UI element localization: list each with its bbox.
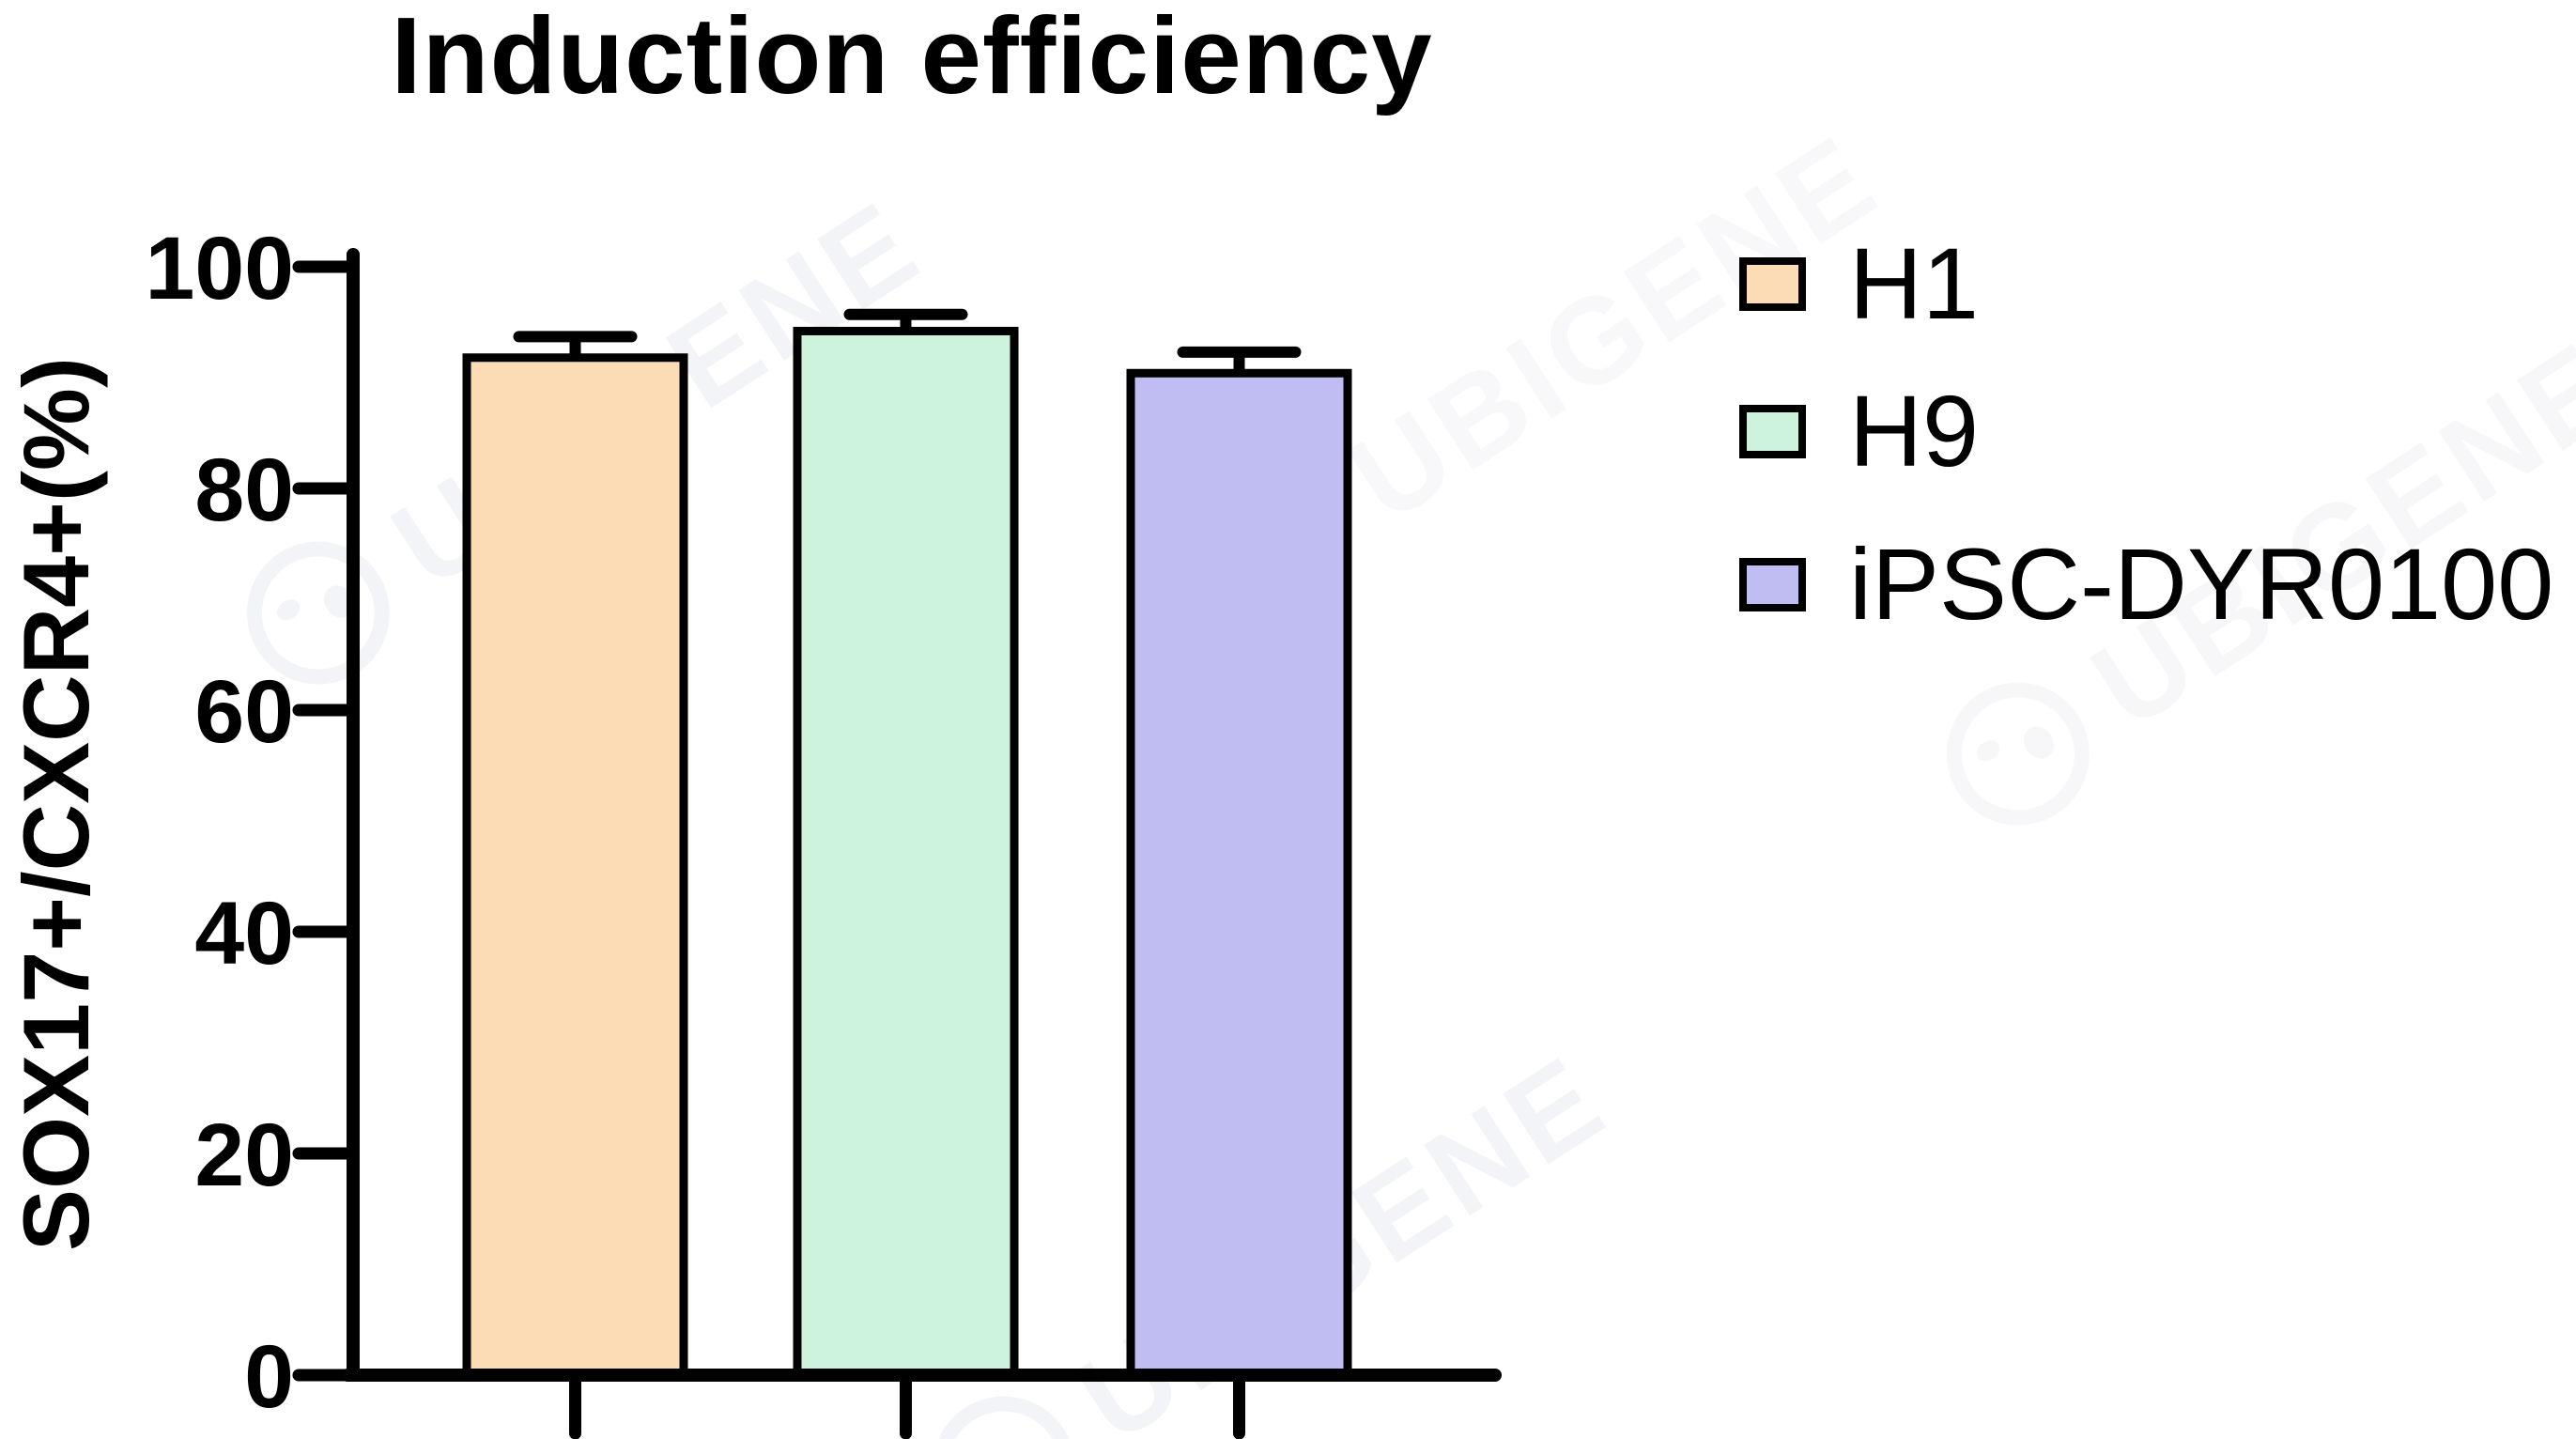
- y-tick-label-60: 60: [194, 662, 294, 762]
- legend-swatch-ipsc-dyr0100: [1739, 557, 1806, 611]
- y-tick-label-20: 20: [194, 1106, 294, 1205]
- legend-swatch-h1: [1739, 256, 1806, 311]
- legend-label-h1: H1: [1849, 226, 1980, 340]
- bar-iPSC-DYR0100: [1126, 368, 1352, 1380]
- y-tick-label-0: 0: [244, 1327, 294, 1427]
- legend-label-ipsc-dyr0100: iPSC-DYR0100: [1849, 527, 2554, 641]
- legend-label-h9: H9: [1849, 374, 1980, 487]
- bar-H1: [462, 353, 688, 1380]
- legend-item-ipsc-dyr0100: iPSC-DYR0100: [1739, 529, 2553, 640]
- legend-item-h9: H9: [1739, 376, 1979, 487]
- legend-swatch-h9: [1739, 404, 1806, 458]
- chart-title: Induction efficiency: [391, 0, 1433, 116]
- y-tick-label-100: 100: [145, 219, 294, 318]
- y-tick-label-80: 80: [194, 441, 294, 540]
- y-tick-label-40: 40: [194, 884, 294, 983]
- bar-H9: [793, 326, 1019, 1380]
- legend-item-h1: H1: [1739, 228, 1979, 339]
